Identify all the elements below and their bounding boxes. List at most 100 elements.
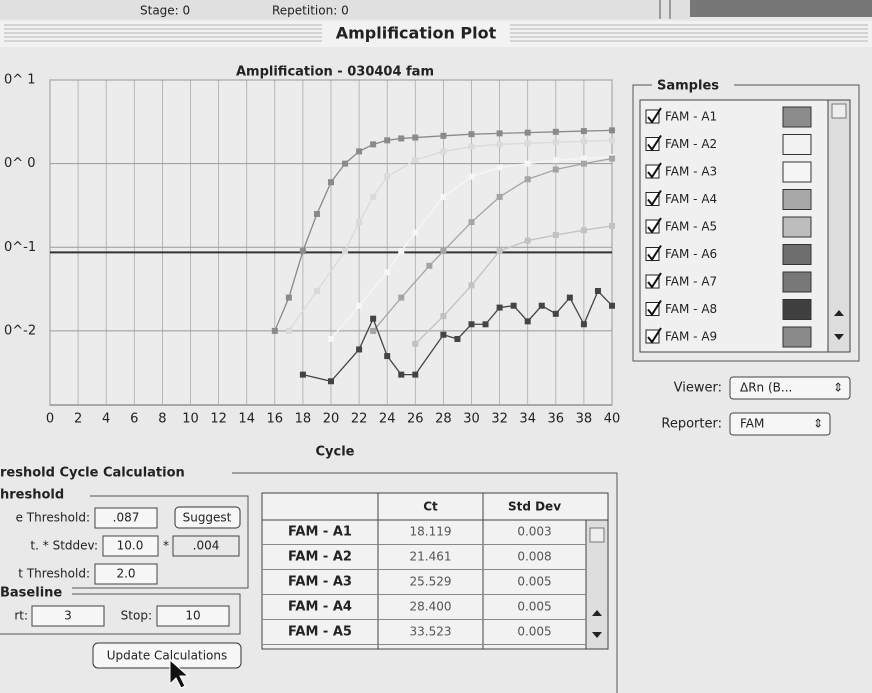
data-point (440, 313, 446, 319)
sample-swatch[interactable] (783, 300, 811, 320)
data-point (497, 164, 503, 170)
x-tick-label: 18 (295, 412, 312, 427)
table-cell: 0.008 (517, 550, 551, 564)
sample-swatch[interactable] (783, 190, 811, 210)
data-point (412, 341, 418, 347)
row-header: FAM - A5 (288, 625, 352, 640)
field-label: rt: (14, 609, 28, 623)
data-point (553, 157, 559, 163)
sample-swatch[interactable] (783, 107, 811, 127)
sample-label: FAM - A3 (665, 165, 717, 179)
y-tick-label: 0^ 0 (4, 156, 36, 171)
stage-label: Stage: 0 (140, 4, 190, 18)
data-point (440, 194, 446, 200)
data-point (553, 232, 559, 238)
x-tick-label: 12 (210, 412, 227, 427)
sample-swatch[interactable] (783, 217, 811, 237)
x-tick-label: 6 (130, 412, 138, 427)
data-point (384, 174, 390, 180)
y-tick-label: 0^ 1 (4, 73, 36, 88)
data-point (539, 303, 545, 309)
sample-swatch[interactable] (783, 272, 811, 292)
data-point (356, 219, 362, 225)
x-tick-label: 40 (604, 412, 621, 427)
data-point (525, 238, 531, 244)
x-tick-label: 30 (463, 412, 480, 427)
plot-title: Amplification - 030404 fam (236, 65, 434, 80)
data-point (398, 135, 404, 141)
data-point (398, 372, 404, 378)
data-point (609, 303, 615, 309)
column-header: Std Dev (508, 500, 561, 514)
data-point (440, 248, 446, 254)
field-value: 2.0 (116, 567, 135, 581)
data-point (483, 321, 489, 327)
field-label: e Threshold: (16, 511, 90, 525)
data-point (272, 328, 278, 334)
viewer-value: ΔRn (B... (740, 381, 792, 395)
data-point (314, 288, 320, 294)
scroll-thumb[interactable] (590, 528, 604, 542)
data-point (370, 316, 376, 322)
data-point (525, 140, 531, 146)
reporter-label: Reporter: (661, 417, 722, 432)
row-header: FAM - A3 (288, 575, 352, 590)
sample-swatch[interactable] (783, 245, 811, 265)
data-point (581, 227, 587, 233)
sample-label: FAM - A6 (665, 247, 717, 261)
data-point (384, 269, 390, 275)
field-value: .087 (113, 511, 140, 525)
x-tick-label: 14 (238, 412, 255, 427)
x-tick-label: 36 (548, 412, 565, 427)
data-point (581, 138, 587, 144)
field-value: 10.0 (117, 539, 144, 553)
x-axis-title: Cycle (316, 445, 355, 460)
data-point (370, 194, 376, 200)
sample-label: FAM - A5 (665, 220, 717, 234)
data-point (553, 311, 559, 317)
sample-label: FAM - A4 (665, 192, 717, 206)
x-tick-label: 2 (74, 412, 82, 427)
data-point (525, 176, 531, 182)
data-point (497, 305, 503, 311)
field-value: 3 (64, 609, 72, 623)
baseline-title: Baseline (0, 586, 62, 601)
viewer-label: Viewer: (674, 381, 722, 396)
table-cell: 28.400 (410, 600, 452, 614)
times-sign: * (163, 539, 169, 553)
x-tick-label: 32 (491, 412, 508, 427)
scroll-thumb[interactable] (832, 104, 846, 118)
data-point (342, 161, 348, 167)
sample-swatch[interactable] (783, 327, 811, 347)
sample-swatch[interactable] (783, 135, 811, 155)
x-tick-label: 24 (379, 412, 396, 427)
x-tick-label: 28 (435, 412, 452, 427)
results-table: CtStd DevFAM - A118.1190.003FAM - A221.4… (262, 493, 608, 649)
data-point (469, 131, 475, 137)
column-header: Ct (423, 500, 438, 514)
data-point (384, 353, 390, 359)
x-tick-label: 0 (46, 412, 54, 427)
data-point (595, 288, 601, 294)
sample-swatch[interactable] (783, 162, 811, 182)
data-point (328, 179, 334, 185)
data-point (609, 223, 615, 229)
data-point (511, 303, 517, 309)
table-cell: 0.005 (517, 575, 551, 589)
x-tick-label: 8 (158, 412, 166, 427)
data-point (412, 372, 418, 378)
data-point (412, 157, 418, 163)
data-point (609, 127, 615, 133)
data-point (497, 248, 503, 254)
data-point (398, 248, 404, 254)
table-cell: 33.523 (410, 625, 452, 639)
sample-label: FAM - A1 (665, 110, 717, 124)
data-point (440, 148, 446, 154)
data-point (440, 133, 446, 139)
popup-arrow: ⇕ (833, 381, 843, 395)
screen: Stage: 0 Repetition: 0 Amplification Plo… (0, 0, 872, 693)
data-point (567, 295, 573, 301)
data-point (412, 135, 418, 141)
data-point (398, 295, 404, 301)
